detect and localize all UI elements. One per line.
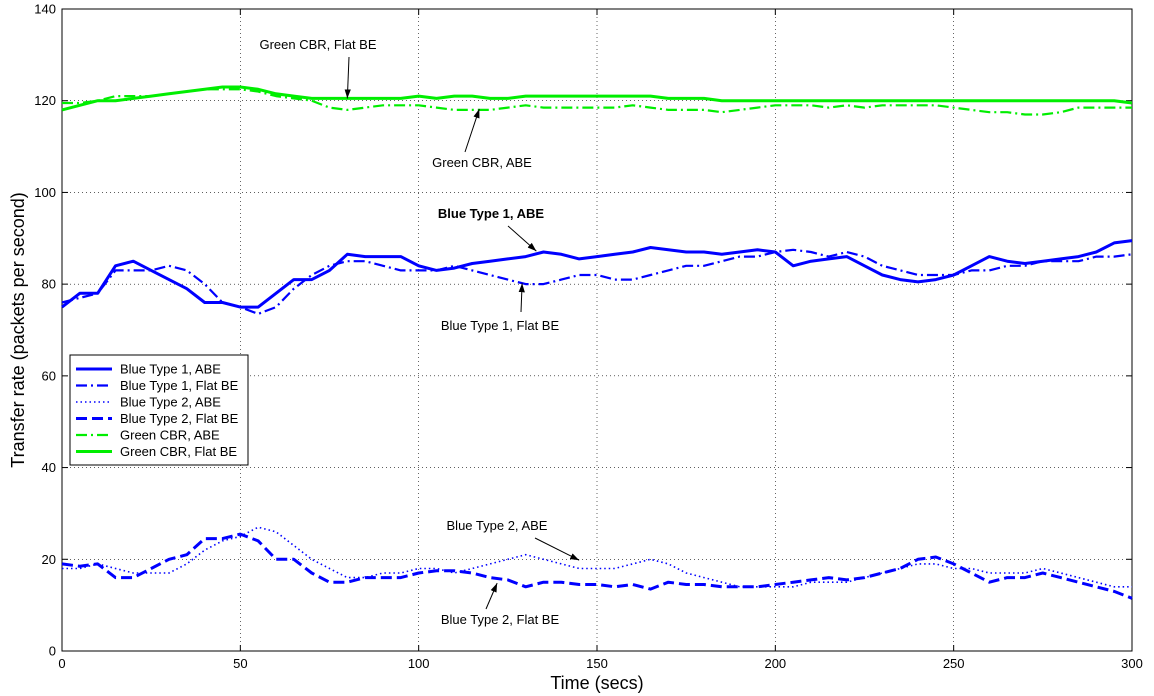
x-tick-label: 0 (58, 656, 65, 671)
legend-label: Blue Type 2, ABE (120, 395, 221, 410)
grid-lines (62, 9, 1132, 651)
annotations: Green CBR, Flat BE Green CBR, ABE Blue Typ… (259, 37, 580, 627)
y-tick-label: 140 (34, 2, 56, 17)
legend-label: Blue Type 1, ABE (120, 362, 221, 377)
y-tick-label: 20 (42, 552, 56, 567)
series-line-5 (61, 85, 1133, 112)
legend-label: Green CBR, Flat BE (120, 444, 237, 459)
x-tick-label: 300 (1121, 656, 1143, 671)
y-tick-label: 100 (34, 185, 56, 200)
annotation-arrow (534, 537, 580, 561)
x-axis-ticks: 0 50 100 150 200 250 300 (58, 9, 1143, 671)
series-line-3 (61, 532, 1133, 600)
annotation-arrow (464, 108, 480, 153)
legend-label: Blue Type 2, Flat BE (120, 411, 239, 426)
y-tick-label: 120 (34, 93, 56, 108)
x-tick-label: 200 (764, 656, 786, 671)
y-tick-label: 60 (42, 368, 56, 383)
y-axis-ticks: 0 20 40 60 80 100 120 140 (34, 2, 1132, 659)
y-tick-label: 0 (49, 644, 56, 659)
annotation-label: Green CBR, ABE (432, 155, 532, 170)
annotation-arrow (344, 56, 351, 99)
series-line-4 (62, 88, 1132, 116)
annotation-label: Blue Type 2, ABE (447, 518, 548, 533)
annotation-arrow (485, 582, 498, 610)
series-line-2 (62, 526, 1132, 588)
x-tick-label: 150 (586, 656, 608, 671)
x-axis-label: Time (secs) (550, 673, 643, 693)
x-tick-label: 250 (943, 656, 965, 671)
annotation-arrow (507, 225, 537, 252)
x-tick-label: 50 (233, 656, 247, 671)
x-tick-label: 100 (408, 656, 430, 671)
legend-label: Blue Type 1, Flat BE (120, 378, 239, 393)
y-tick-label: 80 (42, 277, 56, 292)
annotation-label: Green CBR, Flat BE (259, 37, 376, 52)
legend-box (69, 354, 249, 466)
y-axis-label: Transfer rate (packets per second) (8, 192, 28, 467)
series-lines (61, 85, 1133, 600)
annotation-label: Blue Type 1, ABE (438, 206, 545, 221)
y-tick-label: 40 (42, 460, 56, 475)
annotation-label: Blue Type 1, Flat BE (441, 318, 560, 333)
series-line-1 (61, 248, 1133, 315)
annotation-arrow (518, 283, 525, 313)
annotation-label: Blue Type 2, Flat BE (441, 612, 560, 627)
legend-label: Green CBR, ABE (120, 428, 220, 443)
